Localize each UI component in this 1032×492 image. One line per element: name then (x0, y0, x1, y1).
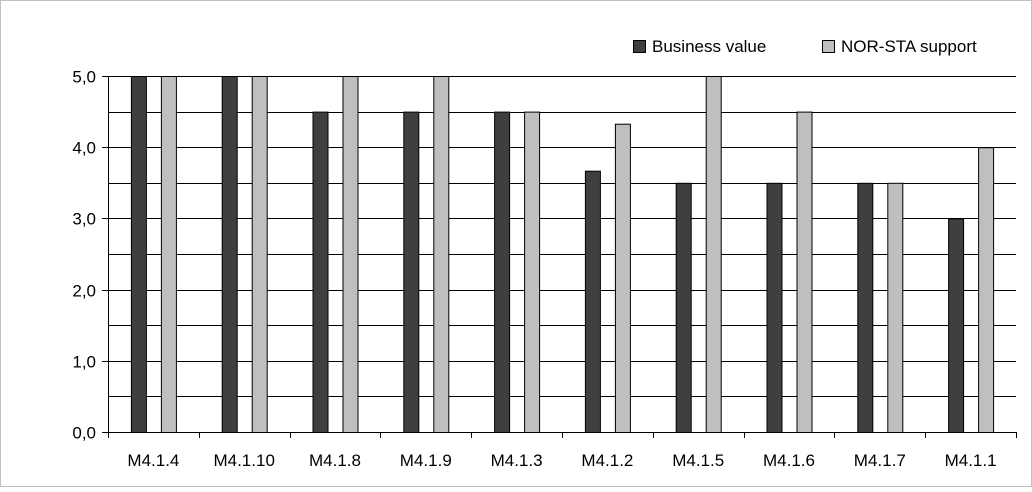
bar-business-value (948, 218, 965, 433)
bar-nor-sta-support (433, 76, 450, 433)
bar-nor-sta-support (342, 76, 359, 433)
legend-swatch (822, 40, 835, 53)
bar-nor-sta-support (796, 111, 813, 433)
y-tick-label: 5,0 (72, 68, 96, 87)
bar-business-value (221, 76, 238, 433)
legend: Business value NOR-STA support (633, 37, 977, 56)
bar-nor-sta-support (160, 76, 177, 433)
x-tick-label: M4.1.8 (309, 451, 361, 470)
x-tick-label: M4.1.4 (127, 451, 179, 470)
x-tick-label: M4.1.7 (854, 451, 906, 470)
bar-nor-sta-support (887, 182, 904, 433)
bar-business-value (403, 111, 420, 433)
bar-business-value (130, 76, 147, 433)
bar-nor-sta-support (524, 111, 541, 433)
legend-swatch (633, 40, 646, 53)
bars (130, 76, 995, 433)
bar-nor-sta-support (614, 123, 631, 433)
y-tick-label: 3,0 (72, 210, 96, 229)
bar-nor-sta-support (705, 76, 722, 433)
bar-business-value (857, 182, 874, 433)
x-tick-label: M4.1.1 (945, 451, 997, 470)
y-tick-label: 0,0 (72, 424, 96, 443)
x-tick-label: M4.1.6 (763, 451, 815, 470)
legend-label: NOR-STA support (841, 37, 977, 56)
x-tick-label: M4.1.3 (491, 451, 543, 470)
y-tick-label: 2,0 (72, 282, 96, 301)
x-tick-label: M4.1.5 (672, 451, 724, 470)
bar-business-value (675, 182, 692, 433)
y-tick-label: 4,0 (72, 139, 96, 158)
bar-nor-sta-support (251, 76, 268, 433)
bar-business-value (766, 182, 783, 433)
y-tick-label: 1,0 (72, 353, 96, 372)
x-tick-label: M4.1.10 (213, 451, 274, 470)
bar-nor-sta-support (978, 147, 995, 433)
legend-label: Business value (652, 37, 766, 56)
bar-business-value (312, 111, 329, 433)
bar-business-value (584, 170, 601, 433)
x-tick-label: M4.1.2 (581, 451, 633, 470)
x-tick-label: M4.1.9 (400, 451, 452, 470)
bar-business-value (494, 111, 511, 433)
axes: 0,0 1,0 2,0 3,0 4,0 5,0 M4.1.4 M4.1.10 M4.1.8 M4.… (72, 68, 1017, 470)
